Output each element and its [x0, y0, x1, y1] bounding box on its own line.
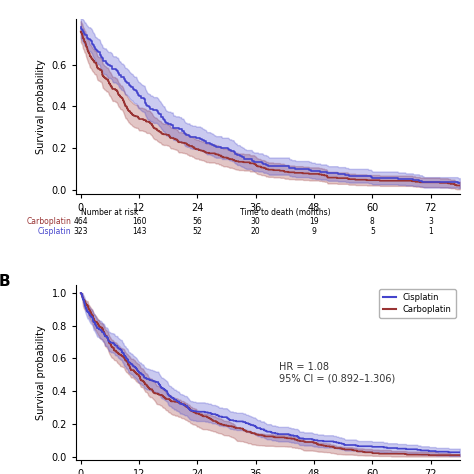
Text: 3: 3 [428, 217, 433, 226]
Text: Number at risk: Number at risk [81, 208, 138, 217]
Y-axis label: Survival probability: Survival probability [36, 59, 46, 154]
Text: 143: 143 [132, 228, 146, 237]
Text: 52: 52 [192, 228, 202, 237]
Text: 9: 9 [311, 228, 317, 237]
Text: HR = 1.08
95% CI = (0.892–1.306): HR = 1.08 95% CI = (0.892–1.306) [279, 362, 396, 383]
Text: 1: 1 [428, 228, 433, 237]
Text: 19: 19 [309, 217, 319, 226]
Text: Carboplatin: Carboplatin [26, 217, 71, 226]
Text: 464: 464 [73, 217, 88, 226]
Text: 160: 160 [132, 217, 146, 226]
Legend: Cisplatin, Carboplatin: Cisplatin, Carboplatin [379, 289, 456, 318]
Text: 30: 30 [251, 217, 261, 226]
Text: 20: 20 [251, 228, 261, 237]
Text: 5: 5 [370, 228, 375, 237]
Text: 56: 56 [192, 217, 202, 226]
Text: 8: 8 [370, 217, 374, 226]
Text: 323: 323 [73, 228, 88, 237]
Y-axis label: Survival probability: Survival probability [36, 325, 46, 419]
Text: Time to death (months): Time to death (months) [239, 208, 330, 217]
Text: Cisplatin: Cisplatin [37, 228, 71, 237]
Text: B: B [0, 274, 11, 289]
